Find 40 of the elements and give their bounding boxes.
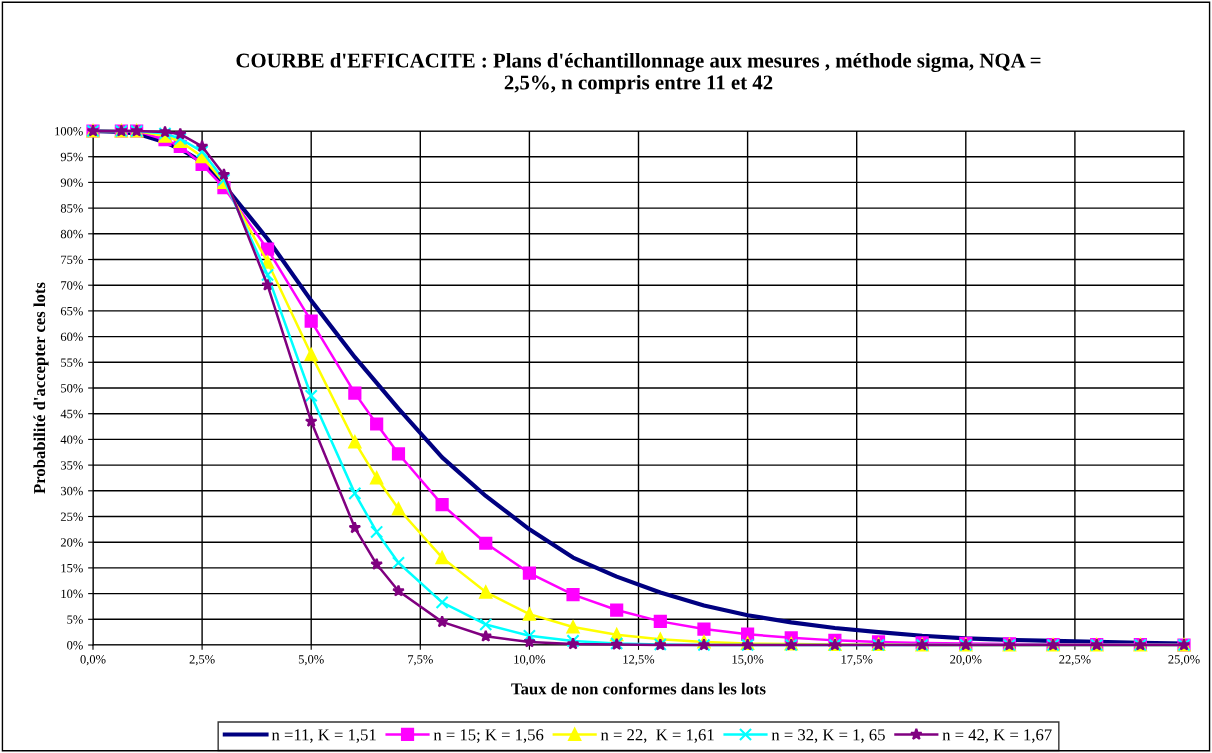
- x-tick-label: 0,0%: [80, 655, 106, 666]
- y-tick-label: 85%: [60, 204, 83, 213]
- x-tick-label: 20,0%: [950, 655, 982, 666]
- y-tick-label: 55%: [61, 358, 83, 367]
- y-tick-label: 35%: [60, 461, 83, 470]
- x-tick-label: 2,5%: [189, 655, 215, 666]
- y-tick-label: 0%: [67, 641, 83, 650]
- y-tick-label: 95%: [60, 152, 83, 162]
- y-tick-label: 45%: [60, 409, 83, 419]
- y-axis-title: Probabilité d'accepter ces lots: [33, 282, 49, 494]
- y-tick-label: 25%: [60, 512, 83, 521]
- y-tick-label: 60%: [60, 332, 83, 342]
- x-tick-label: 22,5%: [1059, 655, 1091, 666]
- x-tick-label: 12,5%: [623, 655, 655, 666]
- y-tick-label: 20%: [60, 538, 83, 547]
- y-tick-label: 50%: [61, 384, 83, 393]
- y-tick-label: 5%: [67, 615, 83, 624]
- y-tick-label: 10%: [61, 589, 83, 599]
- x-tick-label: 17,5%: [841, 655, 873, 666]
- y-tick-label: 30%: [60, 486, 83, 496]
- legend-label: n =11, K = 1,51: [271, 729, 376, 743]
- legend-label: n = 32, K = 1, 65: [771, 729, 885, 743]
- y-tick-label: 65%: [60, 306, 83, 316]
- y-tick-label: 40%: [60, 435, 83, 444]
- chart-title: COURBE d'EFFICACITE : Plans d'échantillonnage aux mesures , méthode sigma, NQA = 2,5%, n compris entre 11 et 42: [236, 52, 1041, 94]
- y-tick-label: 70%: [61, 281, 83, 290]
- y-tick-label: 100%: [55, 127, 83, 136]
- y-tick-label: 75%: [61, 255, 83, 264]
- x-tick-label: 15,0%: [732, 655, 764, 666]
- y-tick-label: 15%: [61, 563, 83, 573]
- x-tick-label: 5,0%: [298, 655, 324, 666]
- x-tick-label: 10,0%: [514, 655, 546, 666]
- x-tick-label: 7,5%: [408, 655, 433, 666]
- legend-label: n = 42, K = 1,67: [942, 729, 1052, 743]
- x-axis-title: Taux de non conformes dans les lots: [511, 682, 766, 695]
- x-tick-label: 25,0%: [1168, 655, 1200, 666]
- y-tick-label: 90%: [60, 178, 83, 187]
- legend-label: n = 15; K = 1,56: [433, 729, 544, 743]
- legend-label: n = 22, K = 1,61: [600, 729, 714, 743]
- y-tick-label: 80%: [60, 229, 83, 239]
